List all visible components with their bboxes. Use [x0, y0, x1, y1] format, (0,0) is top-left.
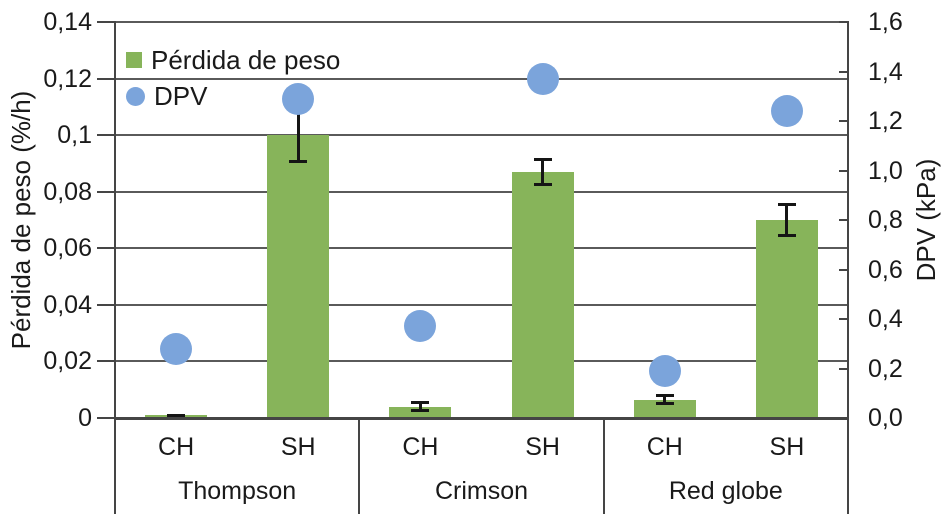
condition-label-red-globe-ch: CH [646, 433, 683, 461]
error-bar-stem [296, 106, 300, 164]
category-separator [847, 418, 849, 514]
right-axis-tick [839, 318, 848, 320]
right-axis-tick-label: 0,0 [868, 404, 903, 432]
gridline [115, 190, 848, 193]
error-bar-red-globe-sh [777, 203, 796, 237]
gridline [115, 360, 848, 363]
gridline [115, 247, 848, 250]
left-axis-tick-label: 0,04 [43, 290, 92, 319]
group-label-thompson: Thompson [178, 477, 297, 505]
dpv-point-red-globe-ch [648, 354, 681, 387]
right-axis-tick [839, 367, 848, 370]
left-axis-tick [97, 21, 115, 23]
right-axis-tick-label: 1,0 [868, 156, 903, 185]
error-bar-crimson-ch [411, 401, 430, 413]
condition-label-red-globe-sh: SH [769, 433, 805, 461]
error-bar-thompson-sh [289, 106, 308, 164]
gridline [115, 77, 848, 80]
right-axis-tick [839, 70, 848, 73]
dpv-point-crimson-sh [526, 62, 559, 95]
right-axis-tick [839, 120, 848, 122]
error-bar-cap-bottom [655, 402, 674, 406]
legend-label-weight-loss: Pérdida de peso [151, 44, 341, 75]
gridline [115, 303, 848, 306]
gridline [115, 21, 848, 23]
bar-red-globe-sh [755, 220, 818, 418]
bar-thompson-sh [267, 135, 330, 418]
category-separator [602, 418, 605, 514]
right-axis-tick [839, 268, 848, 271]
left-axis-tick [97, 77, 115, 80]
x-axis-line [114, 417, 849, 420]
gridline [115, 134, 848, 137]
error-bar-cap-bottom [289, 160, 308, 164]
left-axis-tick-label: 0 [78, 404, 92, 432]
condition-label-thompson-sh: SH [280, 433, 316, 461]
left-axis-tick-label: 0,06 [43, 234, 92, 263]
error-bar-stem [785, 203, 789, 237]
left-axis-tick [97, 360, 115, 363]
legend: Pérdida de peso DPV [126, 42, 340, 114]
left-axis-tick-label: 0,12 [43, 64, 92, 93]
bar-series-swatch-icon [126, 52, 142, 68]
error-bar-stem [418, 401, 422, 413]
bar-crimson-ch [389, 406, 452, 418]
left-axis-tick-label: 0,08 [43, 177, 92, 206]
left-axis-tick [97, 190, 115, 193]
right-axis-tick [839, 169, 848, 172]
error-bar-crimson-sh [533, 157, 552, 187]
dpv-point-thompson-ch [160, 332, 193, 365]
category-separator [358, 418, 361, 514]
error-bar-stem [663, 393, 667, 406]
error-bar-red-globe-ch [655, 393, 674, 406]
right-axis-tick-label: 0,2 [868, 354, 903, 383]
legend-label-dpv: DPV [154, 80, 208, 111]
right-axis-tick-label: 0,8 [868, 206, 903, 234]
legend-item-weight-loss: Pérdida de peso [126, 42, 340, 78]
right-axis-tick [839, 21, 848, 23]
error-bar-cap-bottom [167, 413, 186, 417]
right-axis-line [847, 21, 849, 419]
point-series-swatch-icon [126, 86, 145, 106]
right-axis-tick-label: 1,2 [868, 107, 903, 135]
condition-label-thompson-ch: CH [158, 433, 195, 461]
left-axis-tick [97, 417, 115, 419]
right-axis-tick [839, 219, 848, 221]
error-bar-cap-top [655, 393, 674, 397]
error-bar-cap-bottom [533, 183, 552, 187]
left-axis-tick [97, 247, 115, 250]
left-axis-tick [97, 134, 115, 137]
right-axis-tick [839, 417, 848, 419]
left-axis-line [114, 21, 116, 419]
left-axis-tick-label: 0,02 [43, 347, 92, 376]
group-label-crimson: Crimson [434, 477, 529, 505]
error-bar-thompson-ch [167, 413, 186, 417]
condition-label-crimson-sh: SH [525, 433, 560, 461]
error-bar-cap-bottom [777, 233, 796, 237]
category-separator [114, 418, 116, 514]
error-bar-cap-top [777, 203, 796, 207]
right-axis-tick-label: 0,4 [868, 305, 903, 333]
left-axis-tick-label: 0,1 [57, 121, 92, 150]
bar-crimson-sh [511, 171, 574, 418]
dpv-point-crimson-ch [404, 310, 437, 343]
dpv-point-thompson-sh [282, 82, 315, 115]
right-axis-tick-label: 1,4 [868, 57, 903, 86]
bar-red-globe-ch [633, 399, 696, 418]
right-axis-tick-label: 0,6 [868, 255, 903, 284]
error-bar-cap-top [533, 157, 552, 161]
right-axis-tick-label: 1,6 [868, 8, 903, 36]
left-axis-tick [97, 303, 115, 306]
error-bar-cap-bottom [411, 409, 430, 413]
legend-item-dpv: DPV [126, 78, 340, 114]
error-bar-cap-top [411, 401, 430, 405]
left-axis-tick-label: 0,14 [43, 8, 92, 36]
group-label-red-globe: Red globe [668, 477, 783, 505]
condition-label-crimson-ch: CH [402, 433, 439, 461]
dpv-point-red-globe-sh [770, 95, 803, 128]
error-bar-stem [541, 157, 545, 187]
